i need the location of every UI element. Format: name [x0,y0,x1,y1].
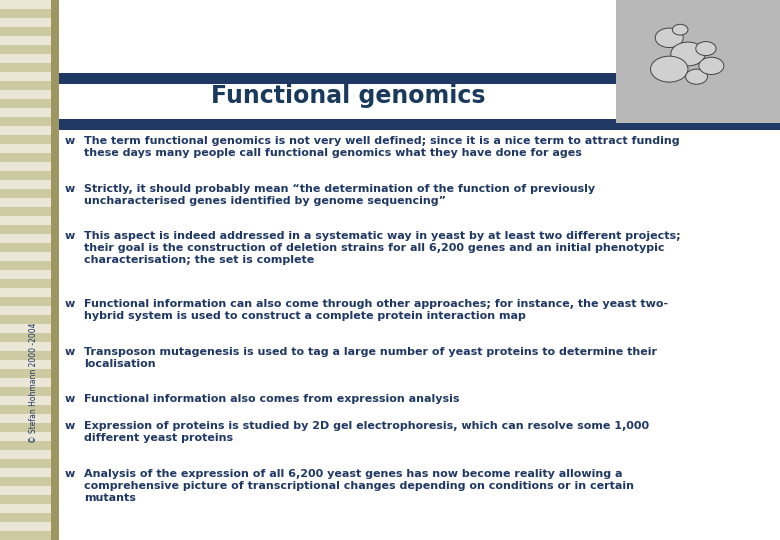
Bar [0,108,51,117]
Bar [0,252,51,261]
Bar [0,522,51,531]
Bar [58,130,780,540]
Bar [51,0,58,540]
Bar [0,396,51,405]
Bar [0,387,51,396]
Bar [0,45,51,54]
Bar [0,306,51,315]
Bar [0,180,51,189]
Bar [0,270,51,279]
Bar [0,81,51,90]
Circle shape [699,57,724,75]
Bar [0,450,51,459]
Bar [0,360,51,369]
Bar [0,198,51,207]
Bar [0,315,51,324]
Bar [0,0,51,9]
Bar [0,54,51,63]
Bar [0,153,51,162]
Bar [0,324,51,333]
Text: w: w [65,231,76,241]
Circle shape [686,69,707,84]
Bar [0,225,51,234]
Bar [616,0,780,132]
Bar [0,477,51,486]
Text: w: w [65,136,76,146]
Text: w: w [65,184,76,194]
Text: w: w [65,347,76,357]
Text: w: w [65,469,76,479]
Bar [0,99,51,108]
Bar [0,531,51,540]
Circle shape [696,42,716,56]
Bar [0,513,51,522]
Text: Transposon mutagenesis is used to tag a large number of yeast proteins to determ: Transposon mutagenesis is used to tag a … [84,347,658,369]
Bar [0,189,51,198]
Bar [0,297,51,306]
Bar [0,126,51,135]
Bar [0,36,51,45]
Text: w: w [65,299,76,309]
Bar [0,9,51,18]
Bar [0,216,51,225]
Bar [58,0,780,130]
Bar [0,63,51,72]
Bar [0,423,51,432]
Bar [0,171,51,180]
Text: The term functional genomics is not very well defined; since it is a nice term t: The term functional genomics is not very… [84,136,680,158]
Bar [0,333,51,342]
Bar [0,441,51,450]
Bar [0,486,51,495]
Bar [0,432,51,441]
Bar [0,468,51,477]
Text: Expression of proteins is studied by 2D gel electrophoresis, which can resolve s: Expression of proteins is studied by 2D … [84,421,650,443]
Bar [0,72,51,81]
Bar [616,123,780,132]
Bar [0,351,51,360]
Text: © Stefan Hohmann 2000 -2004: © Stefan Hohmann 2000 -2004 [29,322,38,443]
Bar [58,73,616,84]
Bar [0,144,51,153]
Text: Analysis of the expression of all 6,200 yeast genes has now become reality allow: Analysis of the expression of all 6,200 … [84,469,634,503]
Bar [0,261,51,270]
Circle shape [671,42,705,66]
Text: Functional genomics: Functional genomics [211,84,485,108]
Bar [0,243,51,252]
Bar [0,378,51,387]
Bar [0,495,51,504]
Text: Strictly, it should probably mean “the determination of the function of previous: Strictly, it should probably mean “the d… [84,184,595,206]
Bar [0,207,51,216]
Text: This aspect is indeed addressed in a systematic way in yeast by at least two dif: This aspect is indeed addressed in a sys… [84,231,681,265]
Text: w: w [65,394,76,404]
Bar [0,288,51,297]
Circle shape [672,24,688,35]
Bar [58,119,616,130]
Bar [0,342,51,351]
Bar [0,405,51,414]
Circle shape [651,56,688,82]
Bar [0,18,51,27]
Bar [0,234,51,243]
Text: w: w [65,421,76,431]
Bar [0,414,51,423]
Bar [0,504,51,513]
Bar [0,162,51,171]
Bar [0,117,51,126]
Bar [0,369,51,378]
Bar [0,279,51,288]
Bar [0,90,51,99]
Text: Functional information can also come through other approaches; for instance, the: Functional information can also come thr… [84,299,668,321]
Bar [0,27,51,36]
Bar [0,459,51,468]
Circle shape [655,28,683,48]
Bar [0,135,51,144]
Text: Functional information also comes from expression analysis: Functional information also comes from e… [84,394,459,404]
